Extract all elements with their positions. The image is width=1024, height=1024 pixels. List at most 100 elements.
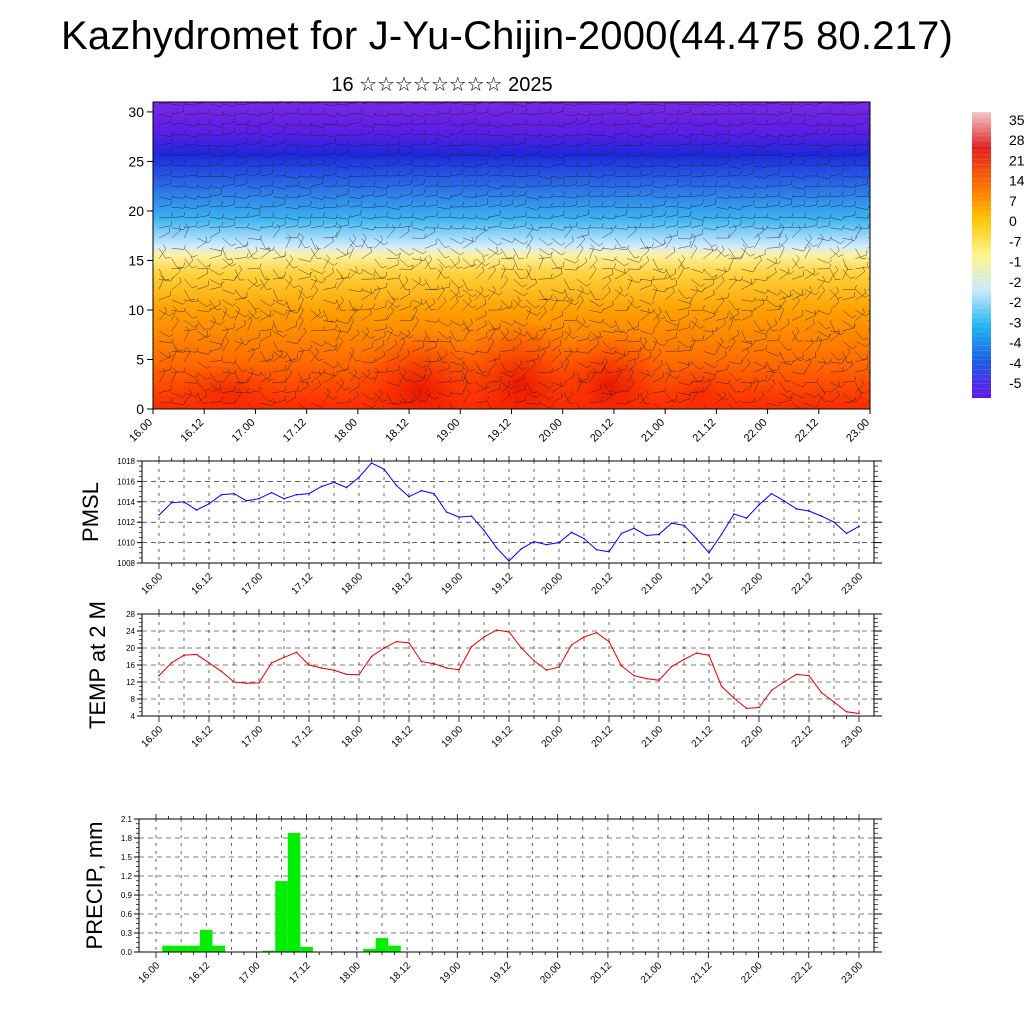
data-point — [733, 513, 735, 515]
data-point — [445, 511, 448, 513]
colorbar-label: 21 — [1009, 152, 1024, 168]
data-point — [620, 665, 623, 667]
x-tick-label: 19.12 — [490, 571, 516, 597]
data-point — [358, 673, 360, 676]
precip-bar — [300, 946, 313, 952]
data-point — [283, 497, 285, 500]
x-tick-label: 20.12 — [589, 960, 615, 986]
y-tick-label: 1016 — [117, 477, 135, 486]
x-tick-label: 22.00 — [740, 724, 766, 750]
data-point — [858, 525, 860, 528]
y-tick-label: 0.6 — [121, 910, 133, 919]
panel-frame — [141, 460, 875, 564]
x-tick-label: 16.12 — [178, 417, 206, 445]
data-point — [670, 522, 673, 525]
x-tick-label: 17.00 — [230, 417, 258, 445]
x-tick-label: 16.12 — [190, 724, 216, 750]
x-tick-label: 16.00 — [140, 571, 166, 597]
data-point — [483, 529, 485, 532]
data-point — [745, 517, 748, 519]
panel-frame — [138, 818, 875, 953]
x-tick-label: 20.12 — [590, 571, 616, 597]
x-tick-label: 22.00 — [742, 417, 770, 445]
data-point — [170, 502, 173, 504]
x-tick-label: 17.12 — [290, 571, 316, 597]
x-tick-label: 18.12 — [388, 960, 414, 986]
x-tick-label: 23.00 — [840, 960, 866, 986]
data-point — [733, 697, 735, 699]
y-tick-label: 25 — [128, 153, 144, 169]
data-point — [570, 644, 573, 646]
data-point — [595, 631, 598, 634]
data-point — [370, 655, 373, 658]
y-tick-label: 0.9 — [121, 891, 133, 900]
colorbar-label: 14 — [1009, 173, 1024, 189]
y-tick-label: 20 — [126, 644, 135, 653]
y-axis-title: PRECIP, mm — [82, 822, 107, 950]
y-tick-label: 12 — [126, 678, 135, 687]
data-point — [258, 682, 260, 684]
data-point — [608, 640, 610, 643]
precip-bar — [262, 950, 276, 952]
data-point — [183, 501, 185, 503]
precip-panel: 0.0 0.3 0.6 0.9 1.2 1.5 1.8 2.1 16.00 16.12 17.00 1… — [82, 814, 882, 986]
data-point — [470, 645, 473, 648]
x-tick-label: 22.00 — [740, 571, 766, 597]
y-tick-label: 2.1 — [121, 815, 133, 824]
cross-section-panel: 0 5 10 15 20 25 30 16.00 16.12 17.00 17.12 18.00 18… — [127, 101, 872, 445]
colorbar-label: -1 — [1009, 254, 1022, 270]
y-tick-label: 1014 — [117, 498, 135, 507]
data-point — [333, 669, 335, 671]
x-tick-label: 21.12 — [690, 571, 716, 597]
x-tick-label: 22.12 — [793, 417, 821, 445]
data-point — [720, 685, 723, 688]
x-tick-label: 20.12 — [590, 724, 616, 750]
data-point — [658, 533, 660, 536]
x-tick-label: 17.12 — [281, 417, 309, 445]
x-tick-label: 16.12 — [190, 571, 216, 597]
temp-panel: 4 8 12 16 20 24 28 16.00 16.12 17.00 17.12 18.00 18.… — [85, 601, 882, 750]
data-point — [208, 503, 210, 505]
data-point — [495, 546, 498, 549]
data-point — [433, 662, 435, 665]
data-point — [583, 636, 585, 638]
precip-bar — [375, 938, 389, 952]
data-point — [858, 712, 860, 715]
colorbar-label: 7 — [1009, 193, 1017, 209]
data-point — [845, 532, 848, 535]
data-point — [520, 647, 523, 649]
x-tick-label: 21.12 — [690, 724, 716, 750]
data-point — [320, 485, 323, 488]
data-point — [808, 674, 810, 677]
data-point — [333, 481, 335, 484]
data-point — [370, 462, 373, 464]
data-point — [620, 532, 623, 535]
data-point — [295, 493, 298, 496]
data-point — [545, 669, 548, 671]
y-tick-label: 0 — [136, 401, 144, 417]
y-tick-label: 10 — [128, 302, 144, 318]
colorbar-label: -7 — [1009, 233, 1022, 249]
data-point — [308, 492, 310, 495]
data-point — [158, 674, 160, 677]
data-point — [695, 652, 698, 654]
x-tick-label: 17.00 — [240, 724, 266, 750]
data-point — [183, 654, 185, 657]
data-point — [383, 647, 385, 649]
data-point — [220, 670, 223, 673]
chart-subtitle: 16 ☆☆☆☆☆☆☆☆ 2025 — [331, 74, 553, 96]
y-tick-label: 28 — [126, 610, 135, 619]
colorbar-label: -5 — [1009, 375, 1022, 391]
y-axis-title: PMSL — [78, 482, 103, 542]
y-tick-label: 1018 — [117, 457, 135, 466]
data-point — [783, 681, 785, 683]
x-tick-label: 19.12 — [488, 960, 514, 986]
x-tick-label: 22.12 — [789, 960, 815, 986]
data-point — [595, 548, 598, 551]
x-tick-label: 17.00 — [237, 960, 263, 986]
precip-bar — [287, 832, 301, 952]
y-tick-label: 1.8 — [121, 834, 133, 843]
data-point — [820, 515, 823, 517]
x-tick-label: 19.00 — [440, 724, 466, 750]
